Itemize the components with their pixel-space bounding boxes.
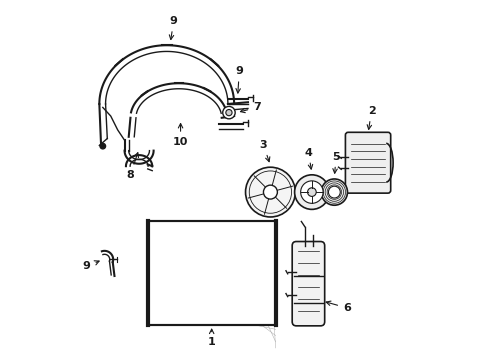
Circle shape xyxy=(263,185,277,199)
Text: 2: 2 xyxy=(366,106,375,129)
Text: 5: 5 xyxy=(331,152,339,173)
Text: 1: 1 xyxy=(207,329,215,347)
Bar xyxy=(147,221,275,325)
Text: 9: 9 xyxy=(169,16,177,40)
Text: 9: 9 xyxy=(82,261,99,271)
Circle shape xyxy=(245,167,295,217)
Circle shape xyxy=(225,109,232,116)
Circle shape xyxy=(300,181,323,203)
FancyBboxPatch shape xyxy=(292,242,324,326)
FancyBboxPatch shape xyxy=(345,132,390,193)
Text: 7: 7 xyxy=(240,103,261,113)
Circle shape xyxy=(100,143,105,149)
Text: 10: 10 xyxy=(173,123,188,147)
Text: 9: 9 xyxy=(235,66,243,93)
Circle shape xyxy=(307,188,316,197)
Circle shape xyxy=(328,186,340,198)
Circle shape xyxy=(321,179,347,205)
Text: 8: 8 xyxy=(126,153,138,180)
Circle shape xyxy=(222,107,235,119)
Text: 6: 6 xyxy=(325,301,350,313)
Text: 4: 4 xyxy=(304,148,312,169)
Circle shape xyxy=(294,175,328,210)
Bar xyxy=(147,221,275,325)
Text: 3: 3 xyxy=(259,140,269,162)
